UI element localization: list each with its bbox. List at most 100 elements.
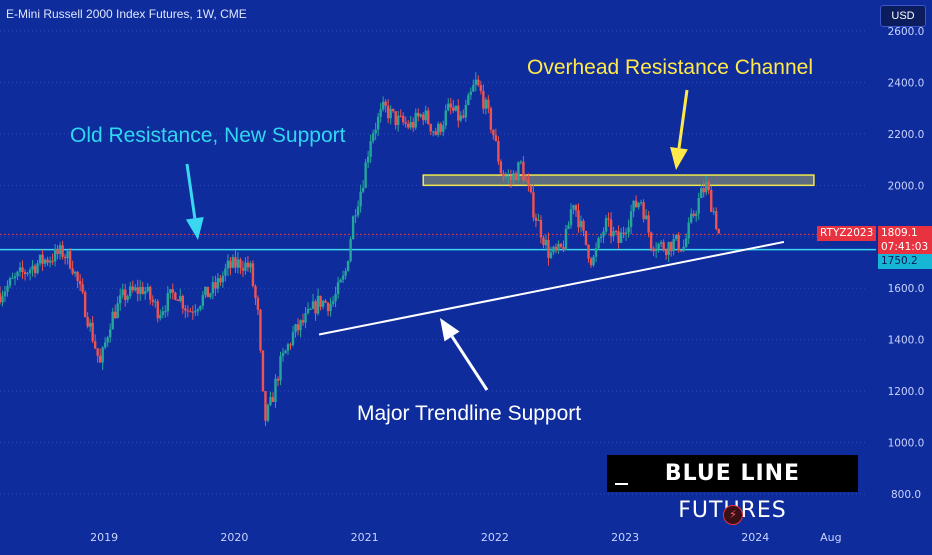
price-axis[interactable]: 800.01000.01200.01400.01600.01800.02000.… (888, 26, 925, 501)
candle-body (604, 218, 608, 232)
candle-body (717, 228, 720, 234)
x-tick-label: 2024 (741, 531, 769, 544)
candle-body (191, 311, 195, 313)
candle-body (134, 287, 137, 291)
support-level-layer (0, 233, 876, 251)
candle-body (637, 202, 640, 208)
candle-body (712, 211, 715, 213)
candle-body (381, 101, 385, 110)
candle-body (447, 103, 450, 111)
candle-body (121, 289, 124, 296)
ticker-tag: RTYZ2023 (817, 226, 877, 241)
candle-body (116, 303, 119, 319)
candle-body (504, 176, 508, 178)
candle-body (674, 234, 678, 240)
candle-body (386, 105, 390, 119)
candle-body (537, 219, 540, 221)
candle-body (211, 282, 215, 294)
candle-body (206, 286, 210, 298)
support-level-tag: 1750.2 (878, 254, 932, 269)
candle-body (179, 296, 182, 302)
candle-body (647, 215, 650, 233)
trendline-layer (318, 240, 785, 336)
y-tick-label: 2600.0 (888, 26, 925, 38)
candle-body (264, 391, 267, 421)
candle-body (181, 296, 185, 309)
candle-body (349, 239, 352, 261)
candle-body (404, 122, 407, 124)
candle-body (346, 260, 350, 272)
candle-body (51, 260, 54, 262)
candle-body (396, 115, 400, 126)
candle-body (274, 378, 277, 402)
candle-body (344, 271, 347, 276)
time-axis[interactable]: 2019 2020 2021 2022 2023 2024 Aug (90, 531, 841, 544)
candle-body (169, 289, 172, 294)
candle-body (136, 287, 139, 294)
candle-body (236, 259, 240, 268)
candle-body (534, 217, 538, 221)
candle-body (0, 293, 2, 303)
candle-body (427, 110, 430, 124)
candle-body (654, 249, 658, 252)
candle-body (276, 378, 280, 381)
candle-body (662, 242, 665, 251)
candle-body (632, 200, 635, 212)
candle-body (449, 103, 452, 108)
candle-body (251, 263, 255, 287)
candle-body (151, 299, 154, 302)
candle-body (11, 278, 14, 280)
candle-body (401, 115, 405, 123)
candle-body (241, 267, 245, 271)
candle-body (679, 250, 683, 252)
candle-body (554, 246, 558, 250)
candle-body (652, 248, 655, 252)
candle-body (622, 232, 625, 234)
candle-body (579, 220, 583, 228)
candle-body (229, 260, 232, 268)
last-price-tag: 1809.1 (878, 226, 932, 241)
candle-body (705, 182, 708, 193)
candle-body (204, 286, 207, 296)
candle-body (639, 202, 643, 204)
candle-body (254, 286, 257, 299)
candle-body (3, 291, 7, 297)
candle-body (106, 337, 109, 343)
candle-body (271, 397, 275, 402)
candle-body (144, 291, 147, 294)
candle-body (547, 239, 550, 258)
candle-body (667, 242, 670, 255)
annotation-old-resistance: Old Resistance, New Support (70, 124, 346, 147)
candle-body (166, 293, 169, 312)
candle-body (214, 282, 217, 289)
trendline-arrow-shaft (450, 335, 489, 391)
candle-body (692, 213, 695, 216)
candle-body (146, 286, 149, 292)
candle-body (33, 265, 37, 274)
candle-body (452, 107, 455, 111)
support-arrow-head (185, 216, 204, 240)
candle-body (444, 110, 447, 126)
candle-body (224, 268, 227, 276)
candle-body (564, 229, 568, 250)
candle-body (519, 161, 523, 163)
candle-body (657, 243, 660, 250)
candle-body (489, 108, 493, 130)
candle-body (492, 129, 495, 136)
candle-body (682, 246, 685, 252)
candle-body (164, 311, 167, 313)
candle-body (562, 246, 565, 250)
candle-body (424, 110, 427, 121)
logo-underline (615, 483, 628, 485)
candle-body (364, 162, 367, 188)
candle-body (559, 243, 563, 247)
candle-body (249, 263, 252, 268)
currency-button[interactable]: USD (880, 5, 926, 27)
candle-body (93, 341, 97, 349)
lightning-bolt-icon[interactable]: ⚡ (723, 505, 743, 525)
candle-body (494, 135, 498, 141)
candle-body (432, 131, 435, 133)
candle-body (569, 209, 573, 226)
